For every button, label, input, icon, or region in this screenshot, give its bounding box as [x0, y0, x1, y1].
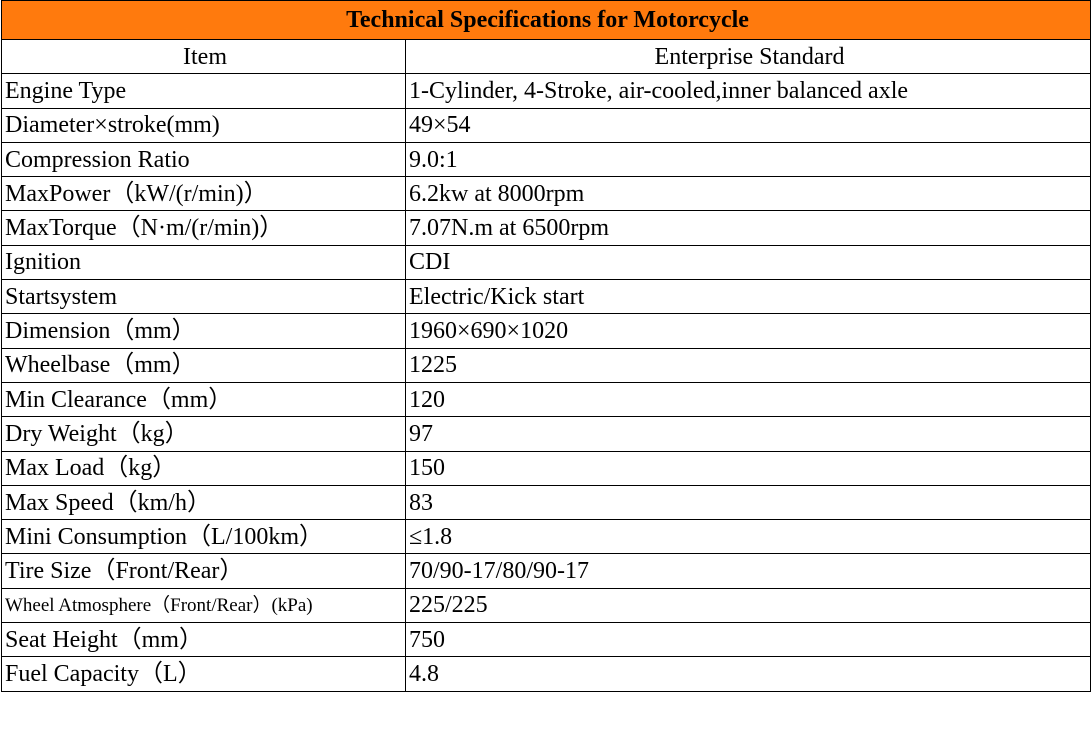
- item-cell: MaxPower（kW/(r/min)）: [1, 176, 406, 212]
- item-cell: Seat Height（mm）: [1, 622, 406, 658]
- value-cell: 49×54: [404, 107, 1091, 143]
- spec-row: Min Clearance（mm） 120: [1, 381, 1091, 418]
- item-cell: Compression Ratio: [1, 141, 406, 178]
- column-header: Item: [1, 38, 406, 75]
- item-cell: Ignition: [1, 244, 406, 281]
- spec-row: Dry Weight（kg） 97: [1, 416, 1091, 452]
- spec-row: Fuel Capacity（L） 4.8: [1, 656, 1091, 692]
- value-cell: 4.8: [404, 656, 1091, 692]
- spec-row: Ignition CDI: [1, 244, 1091, 281]
- value-cell: CDI: [404, 244, 1091, 281]
- item-cell: Min Clearance（mm）: [1, 381, 406, 418]
- item-cell: Dry Weight（kg）: [1, 416, 406, 452]
- spec-row: Wheelbase（mm） 1225: [1, 347, 1091, 383]
- spec-row: Max Speed（km/h） 83: [1, 484, 1091, 521]
- spec-row: Startsystem Electric/Kick start: [1, 279, 1091, 315]
- spec-row: Tire Size（Front/Rear） 70/90-17/80/90-17: [1, 553, 1091, 589]
- value-cell: 750: [404, 622, 1091, 658]
- value-cell: 70/90-17/80/90-17: [404, 553, 1091, 589]
- value-cell: 150: [404, 450, 1091, 486]
- item-cell: Tire Size（Front/Rear）: [1, 553, 406, 589]
- item-cell: Startsystem: [1, 279, 406, 315]
- item-cell: Wheel Atmosphere（Front/Rear）(kPa): [1, 587, 406, 624]
- item-cell: Max Speed（km/h）: [1, 484, 406, 521]
- spec-row: Mini Consumption（L/100km） ≤1.8: [1, 519, 1091, 555]
- value-cell: 120: [404, 381, 1091, 418]
- value-cell: ≤1.8: [404, 519, 1091, 555]
- header-row: Item Enterprise Standard: [1, 38, 1091, 75]
- item-cell: Max Load（kg）: [1, 450, 406, 486]
- spec-row: Compression Ratio 9.0:1: [1, 141, 1091, 178]
- item-cell: Fuel Capacity（L）: [1, 656, 406, 692]
- spec-row: Max Load（kg） 150: [1, 450, 1091, 486]
- item-cell: Dimension（mm）: [1, 313, 406, 349]
- value-cell: 1-Cylinder, 4-Stroke, air-cooled,inner b…: [404, 73, 1091, 109]
- spec-row: MaxPower（kW/(r/min)） 6.2kw at 8000rpm: [1, 176, 1091, 212]
- spec-row: Diameter×stroke(mm) 49×54: [1, 107, 1091, 143]
- spec-row: Wheel Atmosphere（Front/Rear）(kPa) 225/225: [1, 587, 1091, 624]
- item-cell: Wheelbase（mm）: [1, 347, 406, 383]
- item-cell: Diameter×stroke(mm): [1, 107, 406, 143]
- column-header: Enterprise Standard: [404, 38, 1091, 75]
- spec-row: Engine Type 1-Cylinder, 4-Stroke, air-coo…: [1, 73, 1091, 109]
- value-cell: 7.07N.m at 6500rpm: [404, 210, 1091, 246]
- spec-row: Seat Height（mm） 750: [1, 622, 1091, 658]
- value-cell: 97: [404, 416, 1091, 452]
- table-title: Technical Specifications for Motorcycle: [0, 0, 1091, 40]
- spec-table: Technical Specifications for Motorcycle …: [0, 0, 1091, 692]
- spec-row: MaxTorque（N·m/(r/min)） 7.07N.m at 6500rpm: [1, 210, 1091, 246]
- value-cell: Electric/Kick start: [404, 279, 1091, 315]
- item-cell: MaxTorque（N·m/(r/min)）: [1, 210, 406, 246]
- value-cell: 6.2kw at 8000rpm: [404, 176, 1091, 212]
- value-cell: 1960×690×1020: [404, 313, 1091, 349]
- item-cell: Mini Consumption（L/100km）: [1, 519, 406, 555]
- item-cell: Engine Type: [1, 73, 406, 109]
- value-cell: 225/225: [404, 587, 1091, 624]
- value-cell: 1225: [404, 347, 1091, 383]
- value-cell: 83: [404, 484, 1091, 521]
- title-row: Technical Specifications for Motorcycle: [0, 0, 1091, 40]
- value-cell: 9.0:1: [404, 141, 1091, 178]
- table-body: Technical Specifications for Motorcycle …: [0, 0, 1091, 692]
- spec-row: Dimension（mm） 1960×690×1020: [1, 313, 1091, 349]
